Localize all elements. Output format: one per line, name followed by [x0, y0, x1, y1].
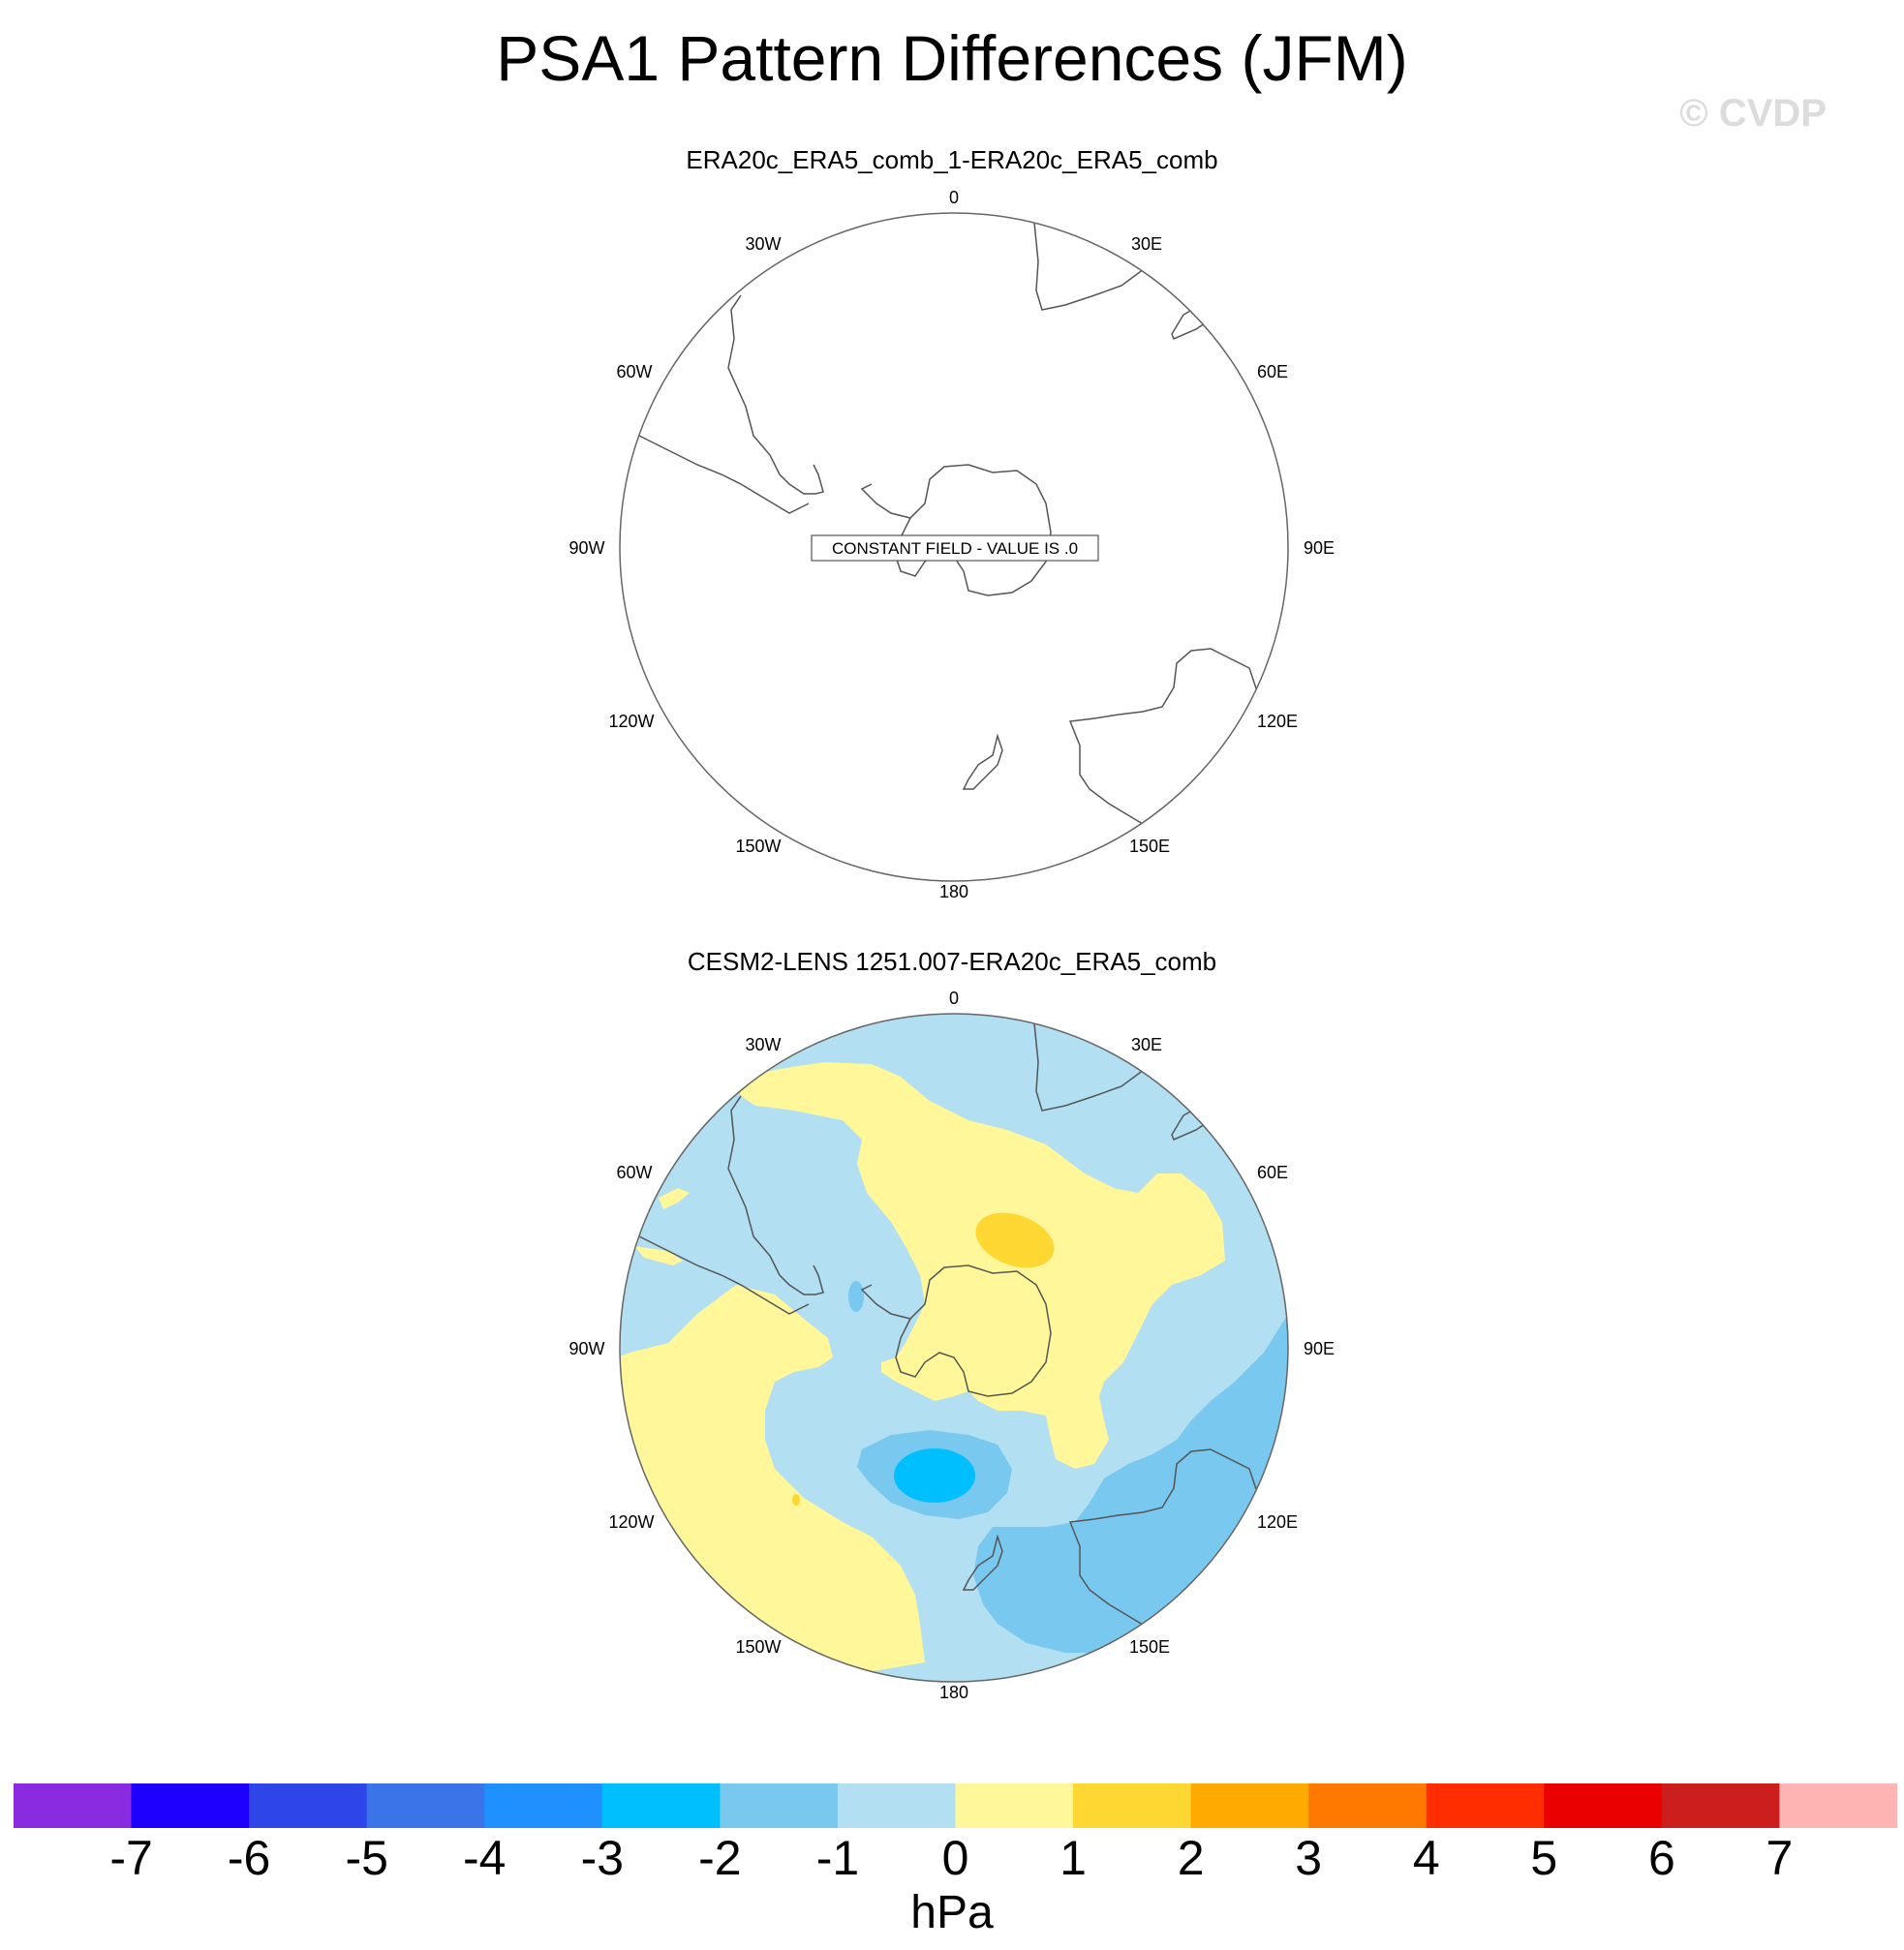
lon-label-150e: 150E [1129, 837, 1170, 856]
colorbar-swatch [720, 1783, 839, 1828]
colorbar-tick-label: 1 [1059, 1831, 1087, 1885]
contour-band-minus2-minus1-small [848, 1281, 864, 1312]
colorbar-tick-label: -3 [580, 1831, 625, 1885]
lon-label-60w: 60W [616, 1163, 652, 1182]
lon-label-120e: 120E [1257, 712, 1298, 731]
panel-2-title: CESM2-LENS 1251.007-ERA20c_ERA5_comb [687, 947, 1217, 976]
coastline-south-america [727, 294, 824, 495]
coastline-new-zealand [962, 733, 1003, 790]
colorbar-tick-label: 4 [1412, 1831, 1440, 1885]
lon-label-180: 180 [939, 882, 968, 900]
lon-label-30w: 30W [745, 234, 781, 254]
copyright-watermark: © CVDP [1679, 92, 1827, 135]
lon-label-30w: 30W [745, 1035, 781, 1054]
constant-field-message: CONSTANT FIELD - VALUE IS .0 [832, 539, 1078, 558]
colorbar-tick-label: 6 [1647, 1831, 1675, 1885]
colorbar-swatch [1661, 1783, 1780, 1828]
longitude-labels: 0 30E 60E 90E 120E 150E 180 150W 120W 90… [568, 188, 1335, 900]
lon-label-60e: 60E [1257, 1163, 1288, 1182]
lon-label-120e: 120E [1257, 1512, 1298, 1532]
figure-title: PSA1 Pattern Differences (JFM) [496, 22, 1408, 94]
lon-label-0: 0 [949, 989, 959, 1008]
colorbar-swatch [955, 1783, 1074, 1828]
lon-label-90e: 90E [1304, 1339, 1335, 1358]
colorbar-swatch [1073, 1783, 1192, 1828]
colorbar-tick-label: -6 [227, 1831, 271, 1885]
lon-label-120w: 120W [608, 712, 654, 731]
coastline-south-america-west [638, 435, 810, 514]
coastline-south-america-west [638, 1235, 810, 1315]
contour-band-minus3-minus2 [894, 1448, 975, 1503]
lon-label-0: 0 [949, 188, 959, 207]
contour-band-0-1-streak [659, 1188, 690, 1209]
colorbar-units: hPa [910, 1887, 994, 1938]
longitude-labels: 0 30E 60E 90E 120E 150E 180 150W 120W 90… [568, 989, 1335, 1701]
lon-label-60e: 60E [1257, 362, 1288, 381]
lon-label-120w: 120W [608, 1512, 654, 1532]
lon-label-150e: 150E [1129, 1637, 1170, 1657]
colorbar-tick-label: 0 [941, 1831, 969, 1885]
contour-band-0-1-streak-2 [634, 1246, 683, 1265]
lon-label-180: 180 [939, 1683, 968, 1701]
colorbar-swatch [1190, 1783, 1309, 1828]
lon-label-60w: 60W [616, 362, 652, 381]
colorbar-swatch [837, 1783, 956, 1828]
colorbar-tick-label: -1 [815, 1831, 860, 1885]
coastline-south-america [727, 1095, 824, 1295]
coastlines [638, 1022, 1260, 1634]
lon-label-150w: 150W [735, 837, 781, 856]
contour-band-1-2 [975, 1212, 1055, 1268]
contour-band-0-1-north [736, 1062, 1225, 1469]
colorbar-swatch [131, 1783, 250, 1828]
coastline-antarctic-peninsula [860, 1284, 911, 1320]
colorbar-tick-label: -5 [345, 1831, 388, 1885]
coastline-new-zealand [962, 1534, 1003, 1591]
colorbar [14, 1783, 1897, 1828]
panel-1-title: ERA20c_ERA5_comb_1-ERA20c_ERA5_comb [686, 145, 1218, 174]
coastline-africa [1033, 1022, 1158, 1112]
colorbar-swatch [1426, 1783, 1545, 1828]
panel-1-map: CONSTANT FIELD - VALUE IS .0 0 30E 60E 9… [568, 188, 1335, 900]
colorbar-tick-label: 5 [1530, 1831, 1558, 1885]
lon-label-90e: 90E [1304, 538, 1335, 558]
colorbar-labels: -7 -6 -5 -4 -3 -2 -1 0 1 2 3 4 5 6 7 [0, 1830, 1904, 1888]
lon-label-30e: 30E [1131, 1035, 1162, 1054]
colorbar-swatch [1544, 1783, 1663, 1828]
colorbar-tick-label: -2 [698, 1831, 742, 1885]
colorbar-swatch [1308, 1783, 1428, 1828]
colorbar-swatch [484, 1783, 603, 1828]
colorbar-tick-label: 3 [1295, 1831, 1323, 1885]
contour-fill [620, 1014, 1288, 1682]
colorbar-swatch [14, 1783, 133, 1828]
colorbar-swatch [366, 1783, 485, 1828]
colorbar-swatch [601, 1783, 721, 1828]
lon-label-90w: 90W [568, 1339, 604, 1358]
constant-field-box [811, 534, 1099, 562]
coastline-africa [1033, 222, 1158, 311]
panel-2-map: 0 30E 60E 90E 120E 150E 180 150W 120W 90… [568, 989, 1335, 1701]
colorbar-swatch [1779, 1783, 1897, 1828]
lon-label-150w: 150W [735, 1637, 781, 1657]
colorbar-tick-label: -4 [463, 1831, 507, 1885]
colorbar-tick-label: 2 [1177, 1831, 1205, 1885]
contour-band-1-2-dot [792, 1494, 800, 1506]
coastline-antarctic-peninsula [860, 483, 911, 519]
colorbar-tick-label: -7 [109, 1831, 153, 1885]
lon-label-30e: 30E [1131, 234, 1162, 254]
colorbar-swatch [249, 1783, 368, 1828]
coastline-antarctica [895, 1264, 1052, 1397]
lon-label-90w: 90W [568, 538, 604, 558]
colorbar-tick-label: 7 [1766, 1831, 1794, 1885]
